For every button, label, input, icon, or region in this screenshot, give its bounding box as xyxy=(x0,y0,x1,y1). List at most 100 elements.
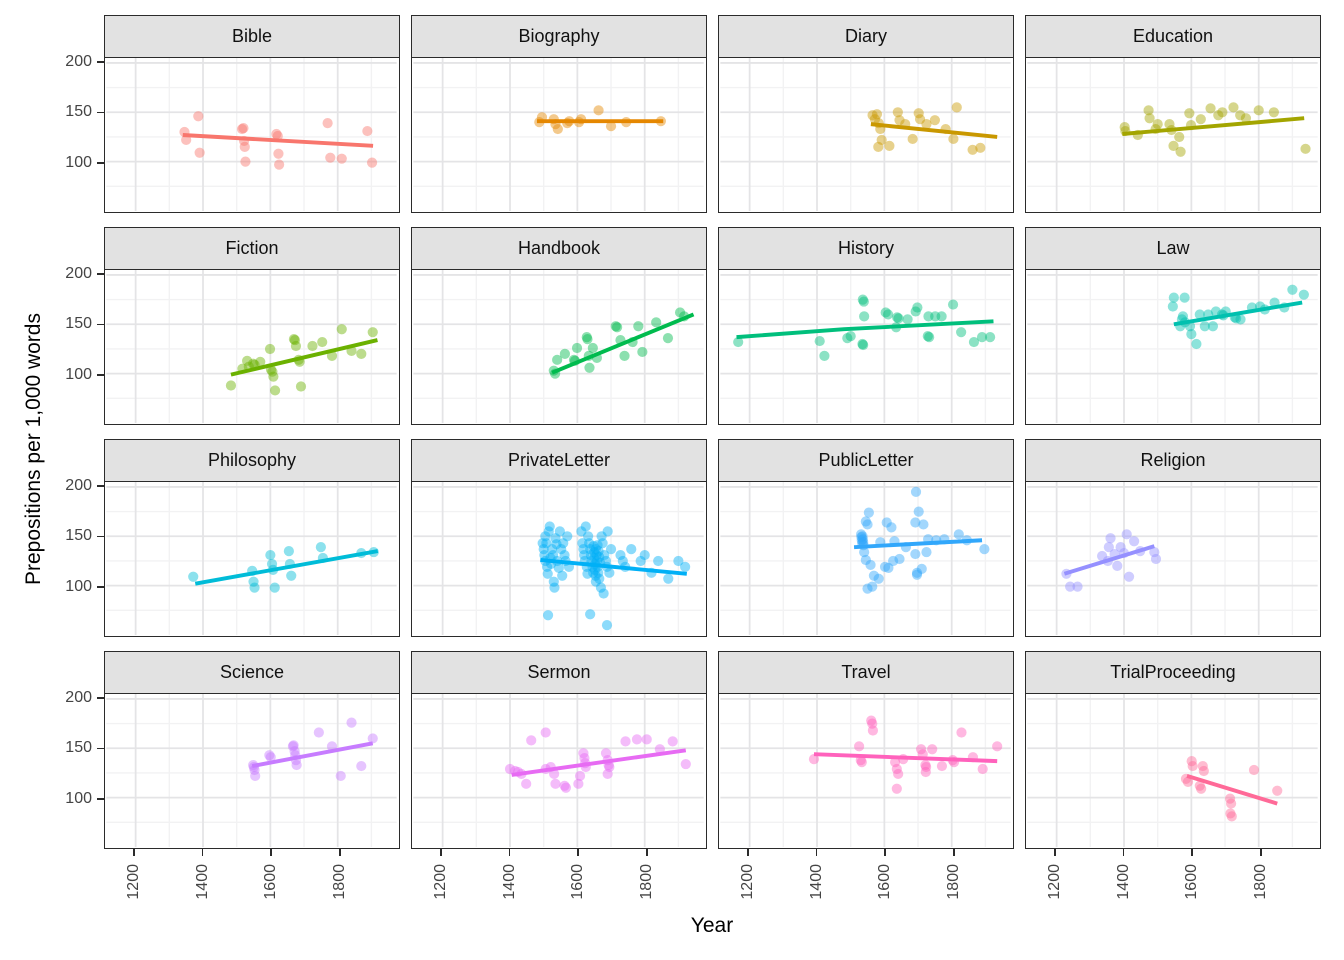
data-point xyxy=(560,782,572,793)
data-point xyxy=(367,733,378,744)
y-axis-tick xyxy=(97,585,104,588)
data-point xyxy=(1167,301,1178,312)
data-point xyxy=(1174,131,1185,143)
data-point xyxy=(894,553,905,565)
facet-title: History xyxy=(837,238,894,258)
data-point xyxy=(559,549,570,561)
data-point xyxy=(1253,105,1264,116)
data-point xyxy=(590,576,601,587)
facet-strip-education: Education xyxy=(1025,15,1321,58)
data-point xyxy=(604,567,615,578)
facet-title: Philosophy xyxy=(207,450,297,470)
facet-panel-history xyxy=(718,269,1014,425)
facet-strip-history: History xyxy=(718,227,1014,270)
facet-strip-law: Law xyxy=(1025,227,1321,270)
data-point xyxy=(504,763,516,775)
data-point xyxy=(910,548,921,560)
data-point xyxy=(1143,105,1154,116)
data-point xyxy=(541,538,552,549)
x-axis-tick xyxy=(1122,849,1125,856)
data-point xyxy=(181,134,192,146)
facet-panel-religion xyxy=(1025,481,1321,637)
data-point xyxy=(888,555,899,567)
data-point xyxy=(240,156,251,167)
y-axis-tick xyxy=(97,697,104,699)
data-point xyxy=(882,309,894,320)
facet-panel-trialproceeding xyxy=(1025,693,1321,849)
data-point xyxy=(225,380,237,391)
data-point xyxy=(595,582,607,593)
y-axis-tick xyxy=(97,161,104,164)
facet-strip-philosophy: Philosophy xyxy=(104,439,400,482)
facet-plot xyxy=(106,58,397,211)
x-axis-tick xyxy=(577,849,580,856)
x-axis-tick xyxy=(339,849,341,856)
data-point xyxy=(927,744,938,755)
data-point xyxy=(1194,309,1205,320)
data-point xyxy=(1248,764,1260,776)
x-axis-tick-label: 1400 xyxy=(1114,864,1132,900)
data-point xyxy=(1191,338,1202,350)
facet-plot xyxy=(1027,694,1318,847)
data-point xyxy=(1072,581,1083,592)
trend-line xyxy=(551,312,695,375)
data-point xyxy=(288,740,299,751)
data-point xyxy=(1207,321,1219,332)
data-point xyxy=(635,555,646,567)
facet-strip-publicletter: PublicLetter xyxy=(718,439,1014,482)
data-point xyxy=(651,317,662,328)
data-point xyxy=(271,128,282,140)
data-point xyxy=(1235,314,1246,325)
facet-strip-diary: Diary xyxy=(718,15,1014,58)
data-point xyxy=(1103,542,1114,553)
data-point xyxy=(1065,581,1076,592)
facet-title: Education xyxy=(1132,26,1214,46)
data-point xyxy=(862,519,873,530)
y-axis-tick xyxy=(97,111,104,114)
data-point xyxy=(866,715,877,726)
data-point xyxy=(867,725,879,736)
facet-title: Handbook xyxy=(517,238,601,258)
data-point xyxy=(857,294,868,305)
data-point xyxy=(619,350,630,361)
data-point xyxy=(992,741,1003,752)
data-point xyxy=(929,115,940,126)
facet-panel-publicletter xyxy=(718,481,1014,637)
data-point xyxy=(902,314,913,325)
data-point xyxy=(576,526,587,537)
data-point xyxy=(876,134,887,146)
facet-title: PublicLetter xyxy=(818,450,914,470)
data-point xyxy=(911,567,923,578)
facet-panel-philosophy xyxy=(104,481,400,637)
data-point xyxy=(884,140,895,151)
data-point xyxy=(588,541,599,552)
data-point xyxy=(1168,140,1179,151)
data-point xyxy=(976,332,988,343)
y-axis-tick xyxy=(97,485,104,487)
data-point xyxy=(667,736,678,747)
data-point xyxy=(592,540,603,551)
data-point xyxy=(1197,760,1208,772)
data-point xyxy=(860,516,871,527)
data-point xyxy=(979,544,990,555)
data-point xyxy=(1182,776,1194,787)
data-point xyxy=(865,559,876,571)
data-point xyxy=(639,549,650,561)
facet-strip-biography: Biography xyxy=(411,15,707,58)
facet-title: Bible xyxy=(231,26,273,46)
data-point xyxy=(914,114,926,125)
facet-title: Law xyxy=(1156,238,1190,258)
x-axis-tick xyxy=(1054,849,1056,856)
facet-title: PrivateLetter xyxy=(507,450,611,470)
data-point xyxy=(1226,811,1237,822)
data-point xyxy=(867,581,878,592)
data-point xyxy=(582,568,593,579)
trend-line xyxy=(194,549,379,586)
data-point xyxy=(286,570,297,581)
trend-line xyxy=(1173,300,1303,327)
facet-strip-bible: Bible xyxy=(104,15,400,58)
y-axis-tick-label: 100 xyxy=(65,577,92,595)
data-point xyxy=(886,522,897,533)
data-point xyxy=(1186,329,1197,340)
